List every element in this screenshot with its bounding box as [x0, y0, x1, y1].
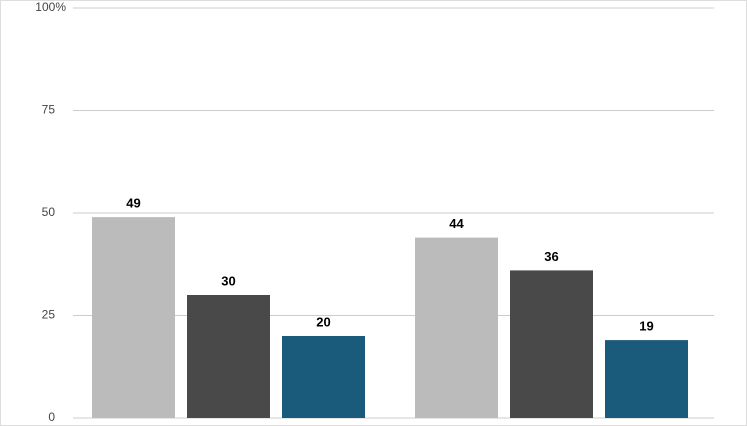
- bar: [282, 336, 365, 418]
- y-tick-label: 75: [42, 103, 56, 117]
- y-tick-label: 0: [48, 410, 55, 424]
- y-tick-label: 100%: [35, 0, 66, 14]
- bar: [187, 295, 270, 418]
- bar: [605, 340, 688, 418]
- bar: [92, 217, 175, 418]
- value-label: 44: [449, 216, 464, 231]
- y-tick-label: 50: [42, 205, 56, 219]
- value-label: 36: [544, 249, 558, 264]
- bar: [415, 237, 498, 418]
- value-label: 19: [639, 319, 653, 334]
- y-tick-label: 25: [42, 308, 56, 322]
- value-label: 30: [221, 273, 235, 288]
- value-label: 20: [316, 314, 330, 329]
- value-label: 49: [126, 196, 140, 211]
- bar: [510, 270, 593, 418]
